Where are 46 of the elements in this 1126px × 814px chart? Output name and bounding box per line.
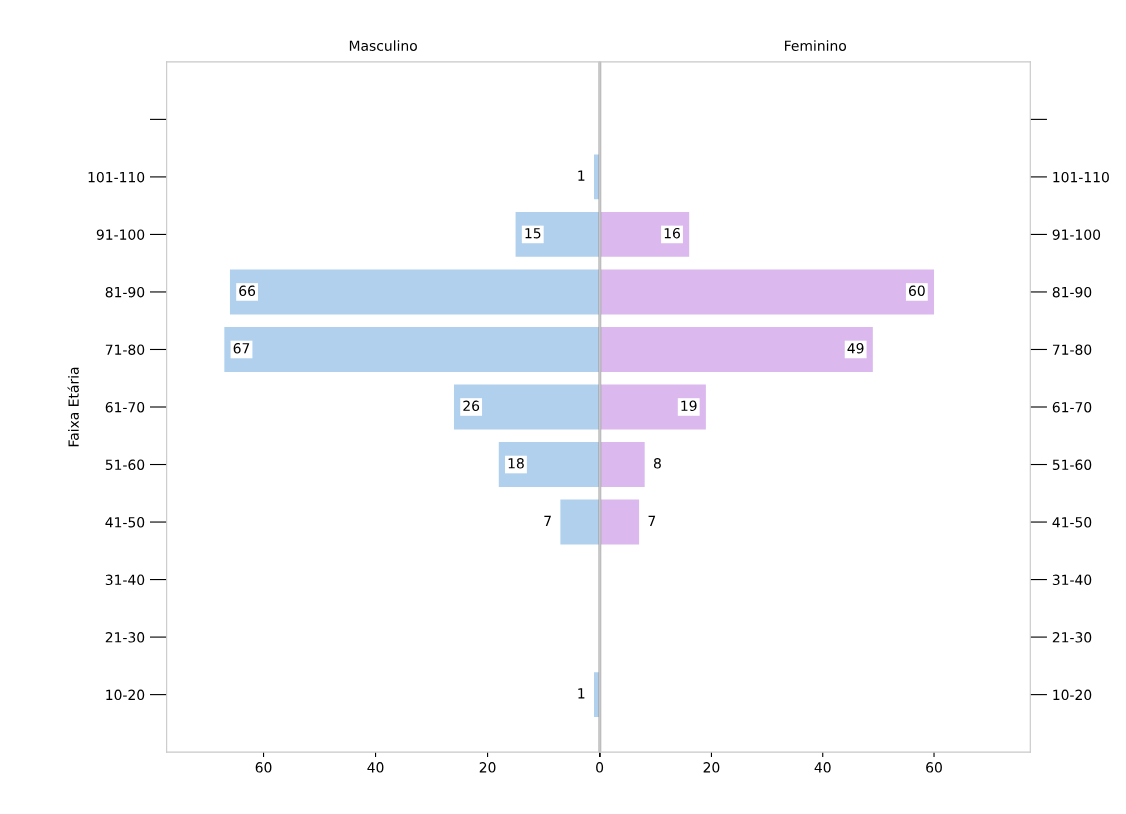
chart-title: Feminino [785,40,847,51]
bar [593,154,600,200]
data-label: 15 [525,228,541,239]
y-tick-label: 31-40 [105,574,145,586]
x-tick-label: 40 [814,762,831,773]
y-tick-label: 91-100 [1052,229,1101,240]
data-label: 16 [664,227,680,239]
data-label: 7 [648,515,656,526]
y-tick-label: 31-40 [1052,574,1092,586]
y-tick-label: 61-70 [105,401,145,413]
data-label: 60 [908,285,925,296]
data-label: 66 [239,285,256,296]
y-tick-label: 41-50 [1052,517,1092,528]
x-tick-label: 0 [596,762,604,773]
y-tick-label: 10-20 [1053,689,1092,701]
data-label: 18 [508,458,524,469]
chart-title: Masculino [349,40,417,51]
x-tick-label: 20 [479,762,496,773]
y-tick-label: 21-30 [105,632,145,643]
y-tick-label: 81-90 [1052,286,1092,298]
data-label: 26 [463,400,480,412]
x-tick-label: 60 [255,762,272,773]
data-label: 1 [578,688,585,699]
data-label: 67 [233,343,250,354]
y-axis-title: Faixa Etária [67,367,79,447]
x-tick-label: 40 [367,762,384,773]
data-label: 49 [847,343,864,354]
x-tick-label: 60 [926,762,942,773]
y-tick-label: 61-70 [1052,401,1092,413]
data-label: 19 [681,400,697,412]
bar [593,672,600,718]
y-tick-label: 71-80 [105,344,145,355]
y-tick-label: 91-100 [96,229,145,240]
x-tick-label: 20 [703,762,720,773]
y-tick-label: 51-60 [105,459,145,470]
y-tick-label: 71-80 [1052,344,1092,355]
y-tick-label: 101-110 [88,171,145,183]
y-tick-label: 10-20 [106,689,145,701]
y-tick-label: 81-90 [105,286,145,298]
y-tick-label: 21-30 [1052,632,1092,643]
y-tick-label: 51-60 [1052,459,1092,470]
y-tick-label: 101-110 [1053,171,1109,183]
data-label: 7 [544,515,551,526]
data-label: 1 [578,170,585,181]
data-label: 8 [653,458,661,469]
y-tick-label: 41-50 [105,517,145,528]
